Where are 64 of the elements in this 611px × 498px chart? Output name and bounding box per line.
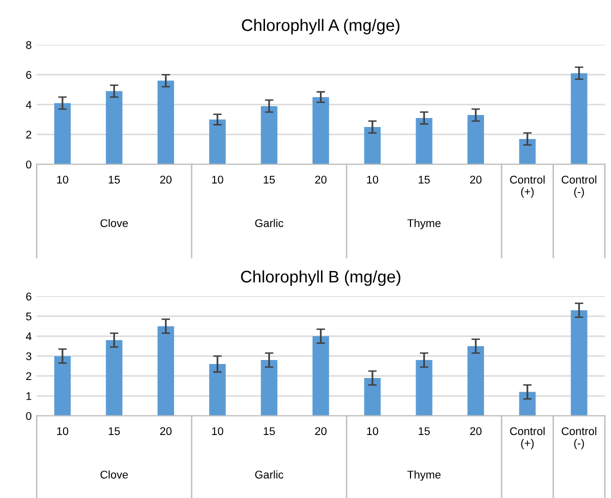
y-tick-label: 4 (26, 332, 32, 340)
x-tick-label: Control (+) (510, 175, 545, 198)
text: Garlic (255, 470, 284, 479)
x-tick-label: 10 (57, 427, 68, 436)
y-tick-label: 6 (26, 292, 32, 300)
x-tick-label: Control (-) (562, 175, 596, 198)
text: Thyme (407, 470, 441, 481)
bar (519, 392, 536, 416)
y-tick-label: 8 (26, 41, 32, 49)
bar (106, 91, 122, 164)
bar (570, 73, 588, 164)
bar (260, 106, 278, 164)
bar (312, 336, 330, 416)
text: Clove (100, 470, 128, 479)
bar (106, 340, 122, 416)
x-tick-label: 20 (470, 427, 482, 436)
bar (416, 360, 432, 416)
y-tick-label: 1 (26, 392, 32, 400)
bar (54, 356, 71, 416)
x-tick-label: 20 (315, 176, 327, 184)
y-tick-label: 4 (26, 100, 32, 109)
text: Garlic (255, 218, 284, 228)
bar (312, 97, 330, 164)
bar (467, 346, 484, 416)
bar (416, 118, 432, 164)
x-tick-label: Control (+) (510, 426, 545, 450)
y-tick-label: 6 (26, 70, 32, 79)
x-tick-label: 15 (264, 427, 275, 436)
bar (54, 103, 71, 164)
x-tick-label: 10 (212, 427, 224, 436)
x-tick-label: 15 (108, 427, 120, 436)
x-tick-label: 10 (367, 176, 378, 184)
y-tick-label: 2 (26, 130, 32, 138)
bar (158, 326, 174, 416)
x-tick-label: 15 (108, 176, 120, 184)
chart-title: Chlorophyll A (mg/ge) (242, 18, 400, 34)
bar (364, 378, 381, 416)
x-tick-label: 10 (57, 176, 68, 184)
bar (364, 126, 381, 164)
bar (209, 120, 226, 164)
x-tick-label: 10 (367, 427, 378, 436)
bar (467, 115, 484, 164)
bar (519, 138, 536, 164)
text: Thyme (407, 218, 441, 230)
x-tick-label: 15 (418, 427, 430, 436)
x-tick-label: Control (-) (562, 426, 596, 450)
y-tick-label: 2 (26, 372, 32, 380)
chart-title: Chlorophyll B (mg/ge) (241, 270, 400, 286)
y-tick-label: 0 (26, 160, 32, 168)
x-tick-label: 15 (418, 176, 430, 184)
bar (570, 310, 588, 416)
y-tick-label: 5 (26, 312, 32, 320)
x-tick-label: 20 (160, 176, 172, 184)
y-tick-label: 0 (26, 412, 32, 420)
x-tick-label: 20 (315, 427, 327, 436)
x-tick-label: 10 (212, 176, 224, 184)
bar (209, 364, 226, 416)
x-tick-label: 20 (160, 427, 172, 436)
x-tick-label: 15 (264, 176, 275, 184)
bar (260, 360, 278, 416)
x-tick-label: 20 (470, 176, 482, 184)
bar (158, 80, 174, 164)
text: Clove (100, 218, 128, 228)
y-tick-label: 3 (26, 352, 32, 360)
